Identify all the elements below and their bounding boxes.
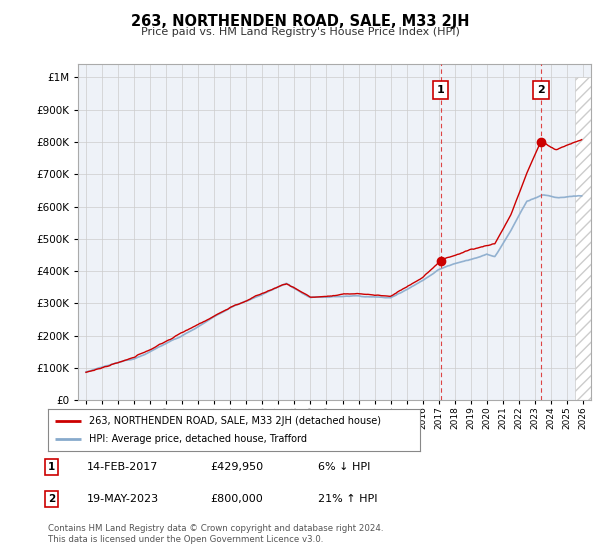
Text: 2: 2 [537,85,545,95]
Text: 14-FEB-2017: 14-FEB-2017 [87,462,158,472]
Text: 2: 2 [48,494,55,504]
Text: HPI: Average price, detached house, Trafford: HPI: Average price, detached house, Traf… [89,434,307,444]
Polygon shape [575,77,591,400]
Text: 21% ↑ HPI: 21% ↑ HPI [318,494,377,504]
Text: £800,000: £800,000 [210,494,263,504]
Text: 19-MAY-2023: 19-MAY-2023 [87,494,159,504]
Text: 1: 1 [48,462,55,472]
Text: 1: 1 [437,85,445,95]
Text: Price paid vs. HM Land Registry's House Price Index (HPI): Price paid vs. HM Land Registry's House … [140,27,460,37]
Text: £429,950: £429,950 [210,462,263,472]
Text: 263, NORTHENDEN ROAD, SALE, M33 2JH (detached house): 263, NORTHENDEN ROAD, SALE, M33 2JH (det… [89,416,381,426]
Text: Contains HM Land Registry data © Crown copyright and database right 2024.
This d: Contains HM Land Registry data © Crown c… [48,524,383,544]
Text: 6% ↓ HPI: 6% ↓ HPI [318,462,370,472]
Text: 263, NORTHENDEN ROAD, SALE, M33 2JH: 263, NORTHENDEN ROAD, SALE, M33 2JH [131,14,469,29]
